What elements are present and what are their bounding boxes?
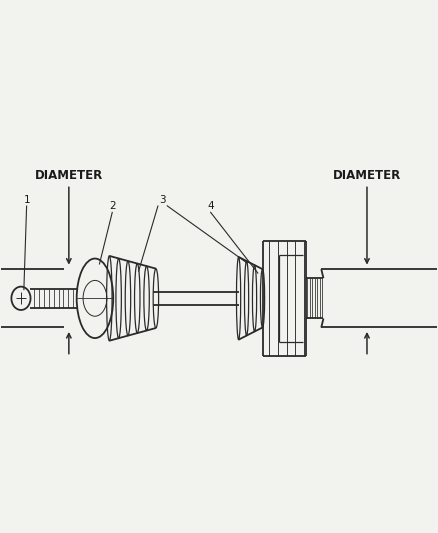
- Text: DIAMETER: DIAMETER: [333, 168, 401, 182]
- Text: 2: 2: [109, 200, 116, 211]
- Text: 4: 4: [207, 200, 214, 211]
- Text: 1: 1: [23, 195, 30, 205]
- Text: DIAMETER: DIAMETER: [35, 168, 103, 182]
- Text: 3: 3: [159, 195, 166, 205]
